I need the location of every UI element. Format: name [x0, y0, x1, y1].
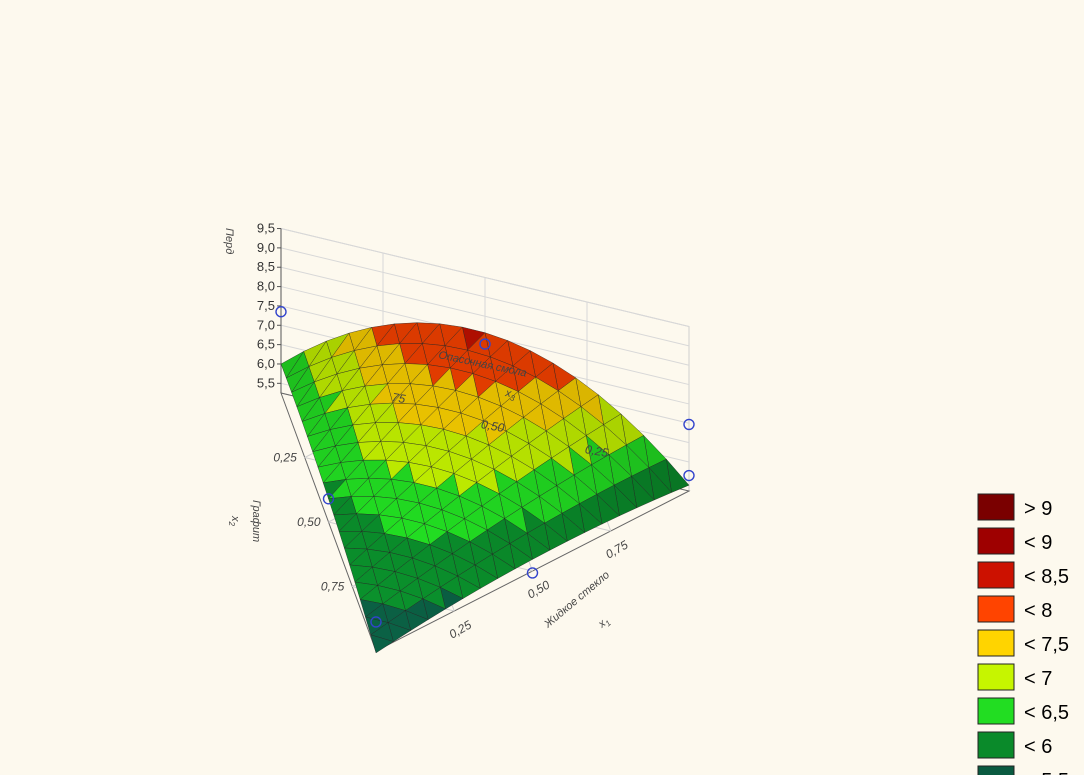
legend-label: < 8	[1024, 600, 1052, 622]
x3-tick-label: 0,50	[480, 417, 506, 435]
x2-tick-label: 0,75	[321, 580, 345, 594]
design-point	[683, 469, 695, 482]
svg-text:x1: x1	[595, 615, 612, 633]
design-point	[322, 493, 335, 505]
x1-subscript: 1	[604, 619, 613, 629]
x2-tick-label: 0,25	[273, 451, 297, 465]
svg-text:x2: x2	[227, 515, 241, 527]
legend-swatch	[977, 561, 1015, 589]
z-tick-label: 7,5	[257, 298, 275, 313]
legend-swatch	[977, 493, 1015, 521]
z-tick-label: 8,5	[257, 259, 275, 274]
legend-label: > 9	[1024, 498, 1052, 520]
z-axis-ticks: 9,5 9,0 8,5 8,0 7,5 7,0 6,5 6,0 5,5	[257, 221, 281, 390]
z-tick-label: 8,0	[257, 279, 275, 294]
svg-text:x3: x3	[503, 387, 517, 403]
legend-swatch	[977, 663, 1015, 691]
x3-tick-label: 75	[391, 390, 407, 406]
legend-label: < 5,5	[1024, 770, 1069, 775]
z-tick-label: 5,5	[257, 375, 275, 390]
x2-ticks: 0,25 0,50 0,75	[273, 451, 344, 594]
x3-axis-symbol: x3	[503, 387, 517, 403]
z-tick-label: 7,0	[257, 317, 275, 332]
x2-axis-title: Графит	[250, 500, 262, 542]
legend-swatch	[977, 629, 1015, 657]
design-point	[479, 338, 491, 350]
legend-swatch	[977, 697, 1015, 725]
z-tick-label: 6,0	[257, 356, 275, 371]
legend-label: < 6	[1024, 736, 1052, 758]
x2-tick-label: 0,50	[297, 515, 321, 529]
response-surface	[280, 322, 690, 654]
z-tick-label: 9,5	[257, 221, 275, 236]
x3-symbol: x	[503, 387, 512, 400]
x3-subscript: 3	[509, 393, 516, 403]
z-axis-label: Перд	[223, 228, 235, 254]
surface-facet	[370, 634, 394, 654]
x2-axis-label: Графит	[250, 500, 262, 542]
x3-ticks: 75 0,50 0,25	[391, 390, 610, 460]
legend-label: < 9	[1024, 532, 1052, 554]
design-point	[275, 306, 287, 318]
z-tick-label: 9,0	[257, 240, 275, 255]
legend-swatch	[977, 527, 1015, 555]
legend-swatch	[977, 731, 1015, 759]
legend-label: < 6,5	[1024, 702, 1069, 724]
design-point	[683, 418, 695, 431]
x2-subscript: 2	[227, 521, 236, 527]
design-point	[370, 616, 382, 628]
legend-label: < 8,5	[1024, 566, 1069, 588]
x1-tick-label: 0,25	[447, 617, 475, 641]
z-tick-label: 6,5	[257, 337, 275, 352]
x1-axis-symbol: x1	[595, 615, 612, 633]
legend-label: < 7,5	[1024, 634, 1069, 656]
x3-tick-label: 0,25	[584, 442, 610, 460]
design-points	[275, 306, 695, 628]
x2-symbol: x	[229, 515, 241, 522]
legend-swatch	[977, 595, 1015, 623]
legend-swatch	[977, 765, 1015, 775]
x1-tick-label: 0,50	[525, 577, 553, 601]
legend-label: < 7	[1024, 668, 1052, 690]
legend: > 9 < 9 < 8,5 < 8 < 7,5 < 7 < 6,5 < 6 < 5,5	[977, 493, 1069, 775]
x2-axis-symbol: x2	[227, 515, 241, 527]
design-point	[526, 567, 539, 579]
x1-tick-label: 0,75	[603, 537, 631, 561]
